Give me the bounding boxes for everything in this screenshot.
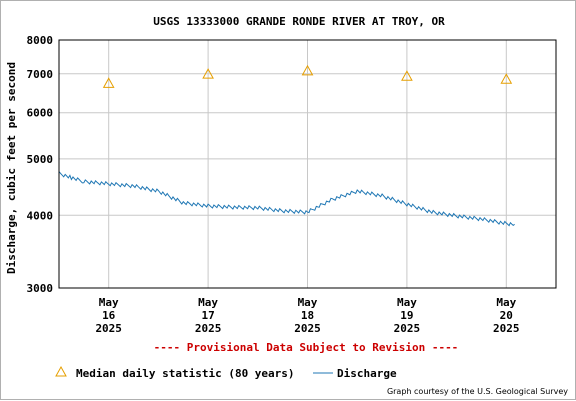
usgs-credit: Graph courtesy of the U.S. Geological Su… [387,387,568,396]
chart-title: USGS 13333000 GRANDE RONDE RIVER AT TROY… [153,15,445,28]
x-tick-label: May [496,296,516,309]
x-tick-label: 18 [301,309,314,322]
plot-area-border [58,39,557,289]
legend-discharge-label: Discharge [337,367,397,380]
x-tick-label: 16 [102,309,116,322]
y-tick-label: 8000 [27,34,54,47]
x-axis-ticks: May162025May172025May182025May192025May2… [95,296,519,335]
x-tick-label: 19 [400,309,413,322]
median-point [401,70,413,81]
x-tick-label: May [198,296,218,309]
median-point [202,68,214,79]
legend: Median daily statistic (80 years) Discha… [55,365,397,380]
x-tick-label: 2025 [493,322,520,335]
x-tick-label: 17 [201,309,214,322]
x-tick-label: May [99,296,119,309]
provisional-note: ---- Provisional Data Subject to Revisio… [154,341,459,354]
discharge-series [58,171,515,227]
y-axis-ticks: 3000 4000 5000 6000 7000 8000 [27,34,54,295]
grid-lines [59,39,556,289]
x-tick-label: 2025 [195,322,222,335]
x-tick-label: May [397,296,417,309]
y-tick-label: 5000 [27,153,54,166]
median-point [102,77,115,88]
legend-median-label: Median daily statistic (80 years) [76,367,295,380]
median-point [301,64,314,76]
x-tick-label: 2025 [95,322,122,335]
y-tick-label: 3000 [27,282,54,295]
y-tick-label: 7000 [27,68,54,81]
x-tick-label: 20 [500,309,513,322]
x-tick-label: May [298,296,318,309]
discharge-line [58,171,515,227]
y-tick-label: 6000 [27,107,54,120]
y-tick-label: 4000 [27,209,54,222]
x-tick-label: 2025 [394,322,421,335]
median-point [500,73,513,84]
x-tick-label: 2025 [294,322,321,335]
y-axis-label: Discharge, cubic feet per second [5,62,18,274]
median-series [102,64,513,88]
legend-median-marker [55,365,67,377]
